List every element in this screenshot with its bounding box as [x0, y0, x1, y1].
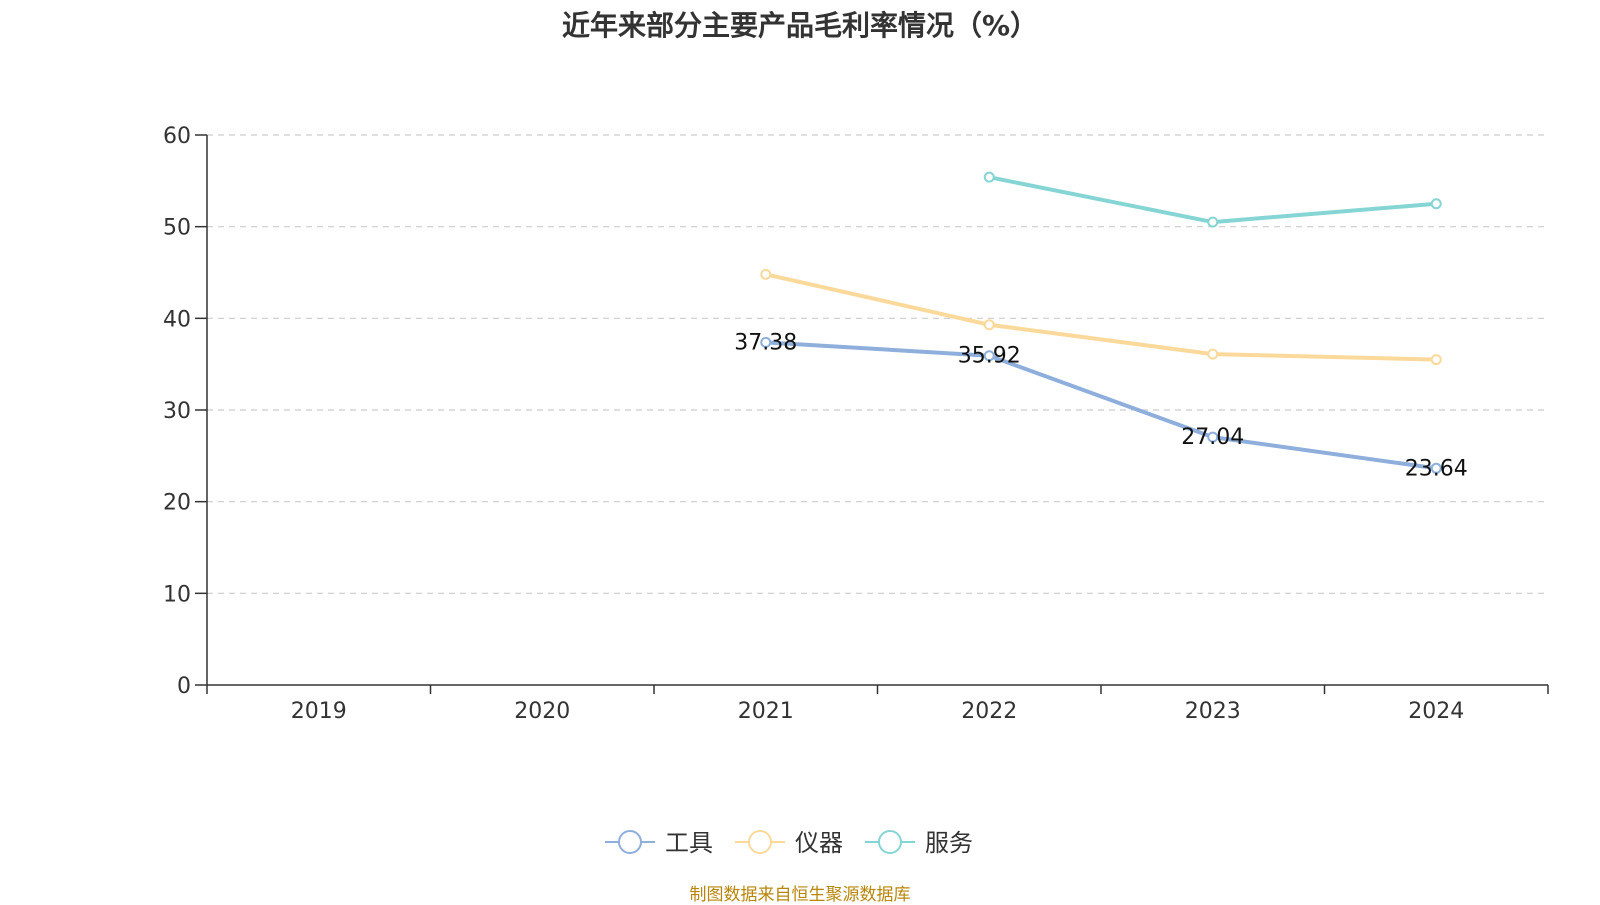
y-tick-label: 50 [163, 216, 191, 241]
legend-marker [748, 830, 772, 854]
grid-lines [207, 134, 1548, 594]
data-label: 27.04 [1181, 425, 1244, 450]
chart-title: 近年来部分主要产品毛利率情况（%） [561, 9, 1039, 42]
legend: 工具 仪器 服务 [605, 829, 973, 857]
y-tick-label: 10 [163, 582, 191, 607]
y-tick-label: 20 [163, 491, 191, 516]
data-labels: 37.38 35.92 27.04 23.64 [734, 330, 1467, 481]
data-label: 37.38 [734, 330, 797, 355]
series-line [765, 272, 1437, 362]
legend-label: 服务 [925, 829, 973, 857]
data-label: 23.64 [1405, 456, 1468, 481]
data-point [1430, 354, 1442, 366]
y-tick-label: 60 [163, 124, 191, 149]
source-note: 制图数据来自恒生聚源数据库 [689, 885, 911, 905]
data-point [760, 336, 772, 348]
data-point [1207, 216, 1219, 228]
legend-marker [618, 830, 642, 854]
axes: 0 10 20 30 40 50 60 2019 2020 2021 2022 2023 2024 [163, 124, 1549, 724]
data-point [760, 268, 772, 280]
series-lines [760, 171, 1442, 474]
series-line [765, 340, 1437, 471]
y-tick-label: 30 [163, 399, 191, 424]
data-point [983, 171, 995, 183]
data-point [1207, 431, 1219, 443]
x-tick-label: 2019 [291, 699, 347, 724]
legend-marker [878, 830, 902, 854]
data-point [1207, 348, 1219, 360]
series-line [988, 175, 1437, 225]
y-tick-label: 0 [177, 674, 191, 699]
x-tick-label: 2020 [514, 699, 570, 724]
y-tick-label: 40 [163, 307, 191, 332]
x-tick-label: 2021 [738, 699, 794, 724]
data-point [983, 350, 995, 362]
data-point [983, 319, 995, 331]
legend-label: 工具 [665, 829, 713, 857]
data-label: 35.92 [958, 344, 1021, 369]
x-tick-label: 2023 [1185, 699, 1241, 724]
x-tick-label: 2022 [961, 699, 1017, 724]
x-tick-label: 2024 [1408, 699, 1464, 724]
data-point [1430, 198, 1442, 210]
data-point [1430, 462, 1442, 474]
legend-label: 仪器 [795, 829, 843, 857]
